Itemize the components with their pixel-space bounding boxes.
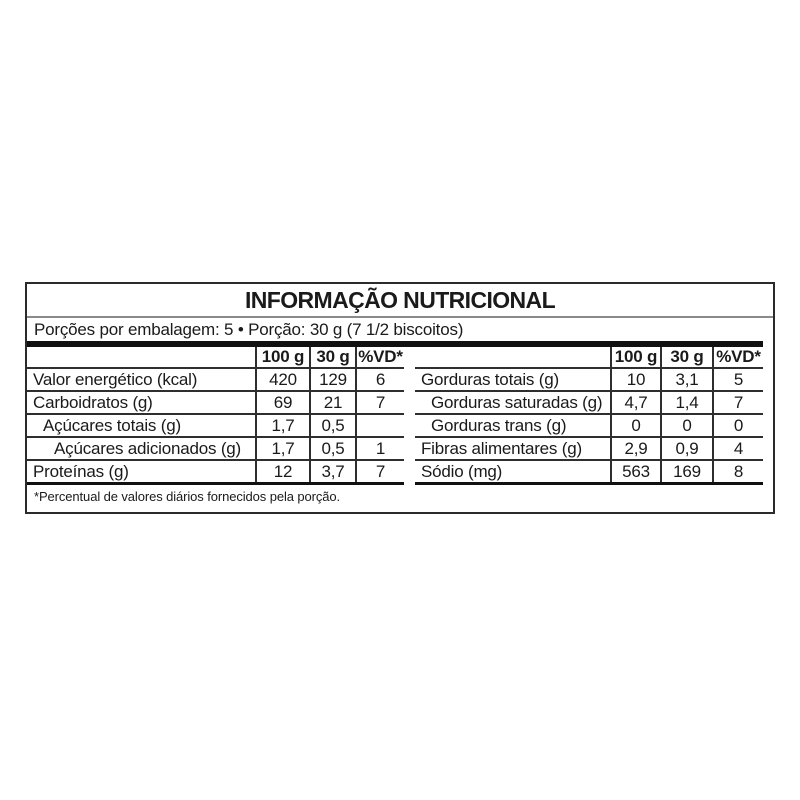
column-header-100g: 100 g <box>610 347 661 369</box>
nutrient-name-cell: Gorduras trans (g) <box>415 414 611 438</box>
value-100g-cell: 1,7 <box>255 414 310 438</box>
value-vd-cell: 5 <box>712 368 763 392</box>
value-vd-cell: 8 <box>712 460 763 485</box>
value-100g-cell: 2,9 <box>610 437 661 461</box>
nutrient-name-cell: Carboidratos (g) <box>27 391 256 415</box>
value-100g-cell: 10 <box>610 368 661 392</box>
footnote: *Percentual de valores diários fornecido… <box>34 489 341 504</box>
value-100g-cell: 0 <box>610 414 661 438</box>
value-30g-cell: 0,5 <box>309 414 356 438</box>
label-title: INFORMAÇÃO NUTRICIONAL <box>27 284 773 318</box>
table-row: Valor energético (kcal) 420 129 6 <box>27 368 404 392</box>
column-header-30g: 30 g <box>660 347 713 369</box>
nutrient-name-cell: Sódio (mg) <box>415 460 611 485</box>
value-vd-cell: 0 <box>712 414 763 438</box>
serving-info: Porções por embalagem: 5 • Porção: 30 g … <box>34 320 464 339</box>
nutrition-table-right: 100 g 30 g %VD* Gorduras totais (g) 10 3… <box>415 347 763 485</box>
value-100g-cell: 12 <box>255 460 310 485</box>
value-vd-cell: 7 <box>712 391 763 415</box>
nutrient-name-cell: Fibras alimentares (g) <box>415 437 611 461</box>
table-row: Carboidratos (g) 69 21 7 <box>27 391 404 415</box>
column-header-100g: 100 g <box>255 347 310 369</box>
nutrition-tables: 100 g 30 g %VD* Valor energético (kcal) … <box>27 347 773 485</box>
value-vd-cell <box>355 414 404 438</box>
table-row: Gorduras trans (g) 0 0 0 <box>415 414 763 438</box>
value-100g-cell: 563 <box>610 460 661 485</box>
value-vd-cell: 4 <box>712 437 763 461</box>
nutrient-name-cell: Valor energético (kcal) <box>27 368 256 392</box>
table-row: Gorduras totais (g) 10 3,1 5 <box>415 368 763 392</box>
nutrient-name-cell: Gorduras saturadas (g) <box>415 391 611 415</box>
value-vd-cell: 7 <box>355 460 404 485</box>
table-row: Açúcares totais (g) 1,7 0,5 <box>27 414 404 438</box>
table-row: Gorduras saturadas (g) 4,7 1,4 7 <box>415 391 763 415</box>
divider-bar <box>27 341 763 347</box>
nutrient-name-cell: Açúcares adicionados (g) <box>27 437 256 461</box>
column-header-vd: %VD* <box>355 347 404 369</box>
table-row: Açúcares adicionados (g) 1,7 0,5 1 <box>27 437 404 461</box>
value-vd-cell: 1 <box>355 437 404 461</box>
nutrition-table-left: 100 g 30 g %VD* Valor energético (kcal) … <box>27 347 404 485</box>
value-vd-cell: 6 <box>355 368 404 392</box>
nutrient-name-cell: Gorduras totais (g) <box>415 368 611 392</box>
value-30g-cell: 0,9 <box>660 437 713 461</box>
nutrient-name-cell: Proteínas (g) <box>27 460 256 485</box>
value-30g-cell: 21 <box>309 391 356 415</box>
value-100g-cell: 4,7 <box>610 391 661 415</box>
value-100g-cell: 69 <box>255 391 310 415</box>
value-30g-cell: 169 <box>660 460 713 485</box>
header-row: 100 g 30 g %VD* <box>27 347 404 369</box>
value-30g-cell: 0,5 <box>309 437 356 461</box>
value-100g-cell: 1,7 <box>255 437 310 461</box>
column-header-blank <box>415 347 611 369</box>
header-row: 100 g 30 g %VD* <box>415 347 763 369</box>
column-header-30g: 30 g <box>309 347 356 369</box>
value-30g-cell: 3,1 <box>660 368 713 392</box>
table-row: Proteínas (g) 12 3,7 7 <box>27 460 404 485</box>
value-30g-cell: 129 <box>309 368 356 392</box>
value-30g-cell: 1,4 <box>660 391 713 415</box>
nutrition-label: INFORMAÇÃO NUTRICIONAL Porções por embal… <box>25 282 775 514</box>
value-vd-cell: 7 <box>355 391 404 415</box>
column-header-blank <box>27 347 256 369</box>
value-30g-cell: 0 <box>660 414 713 438</box>
table-row: Fibras alimentares (g) 2,9 0,9 4 <box>415 437 763 461</box>
column-header-vd: %VD* <box>712 347 763 369</box>
nutrient-name-cell: Açúcares totais (g) <box>27 414 256 438</box>
table-row: Sódio (mg) 563 169 8 <box>415 460 763 485</box>
value-30g-cell: 3,7 <box>309 460 356 485</box>
value-100g-cell: 420 <box>255 368 310 392</box>
